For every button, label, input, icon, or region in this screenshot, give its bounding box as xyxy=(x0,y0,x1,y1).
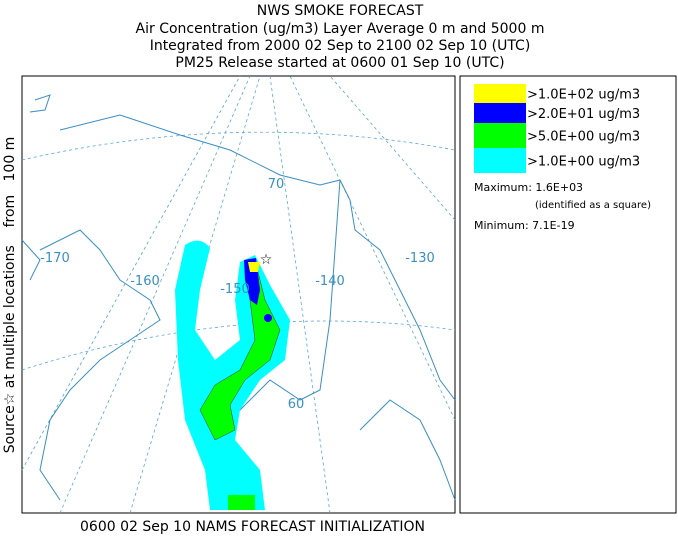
maximum-note: (identified as a square) xyxy=(535,200,651,211)
map-label: -160 xyxy=(130,274,160,289)
legend-swatch xyxy=(474,148,526,173)
title: NWS SMOKE FORECAST xyxy=(257,3,424,19)
map-label: -170 xyxy=(40,251,70,266)
map-label: 70 xyxy=(268,177,285,192)
legend: >1.0E+02 ug/m3 >2.0E+01 ug/m3 >5.0E+00 ug/… xyxy=(459,75,677,514)
legend-swatch xyxy=(474,103,526,123)
source-marker: ☆ xyxy=(260,252,273,268)
map-panel: ☆ -170 -160 -150 -140 -130 70 60 xyxy=(21,75,456,514)
map-label: 60 xyxy=(288,397,305,412)
map-label: -150 xyxy=(220,282,250,297)
legend-label: >5.0E+00 ug/m3 xyxy=(527,130,640,145)
minimum: Minimum: 7.1E-19 xyxy=(474,219,575,232)
footer: 0600 02 Sep 10 NAMS FORECAST INITIALIZAT… xyxy=(80,519,425,535)
legend-label: >2.0E+01 ug/m3 xyxy=(527,107,640,122)
legend-label: >1.0E+02 ug/m3 xyxy=(527,88,640,103)
smoke-plume: ☆ xyxy=(175,240,290,511)
subtitle: Air Concentration (ug/m3) Layer Average … xyxy=(136,21,545,37)
side-label: Source☆ at multiple locations from 100 m xyxy=(2,137,18,454)
subtitle: Integrated from 2000 02 Sep to 2100 02 S… xyxy=(150,38,531,54)
subtitle: PM25 Release started at 0600 01 Sep 10 (… xyxy=(175,55,504,71)
map-label: -140 xyxy=(315,274,345,289)
legend-swatch xyxy=(474,84,526,103)
coastline xyxy=(21,94,456,501)
legend-swatch xyxy=(474,123,526,148)
maximum: Maximum: 1.6E+03 xyxy=(474,181,583,194)
legend-label: >1.0E+00 ug/m3 xyxy=(527,155,640,170)
map-label: -130 xyxy=(405,251,435,266)
